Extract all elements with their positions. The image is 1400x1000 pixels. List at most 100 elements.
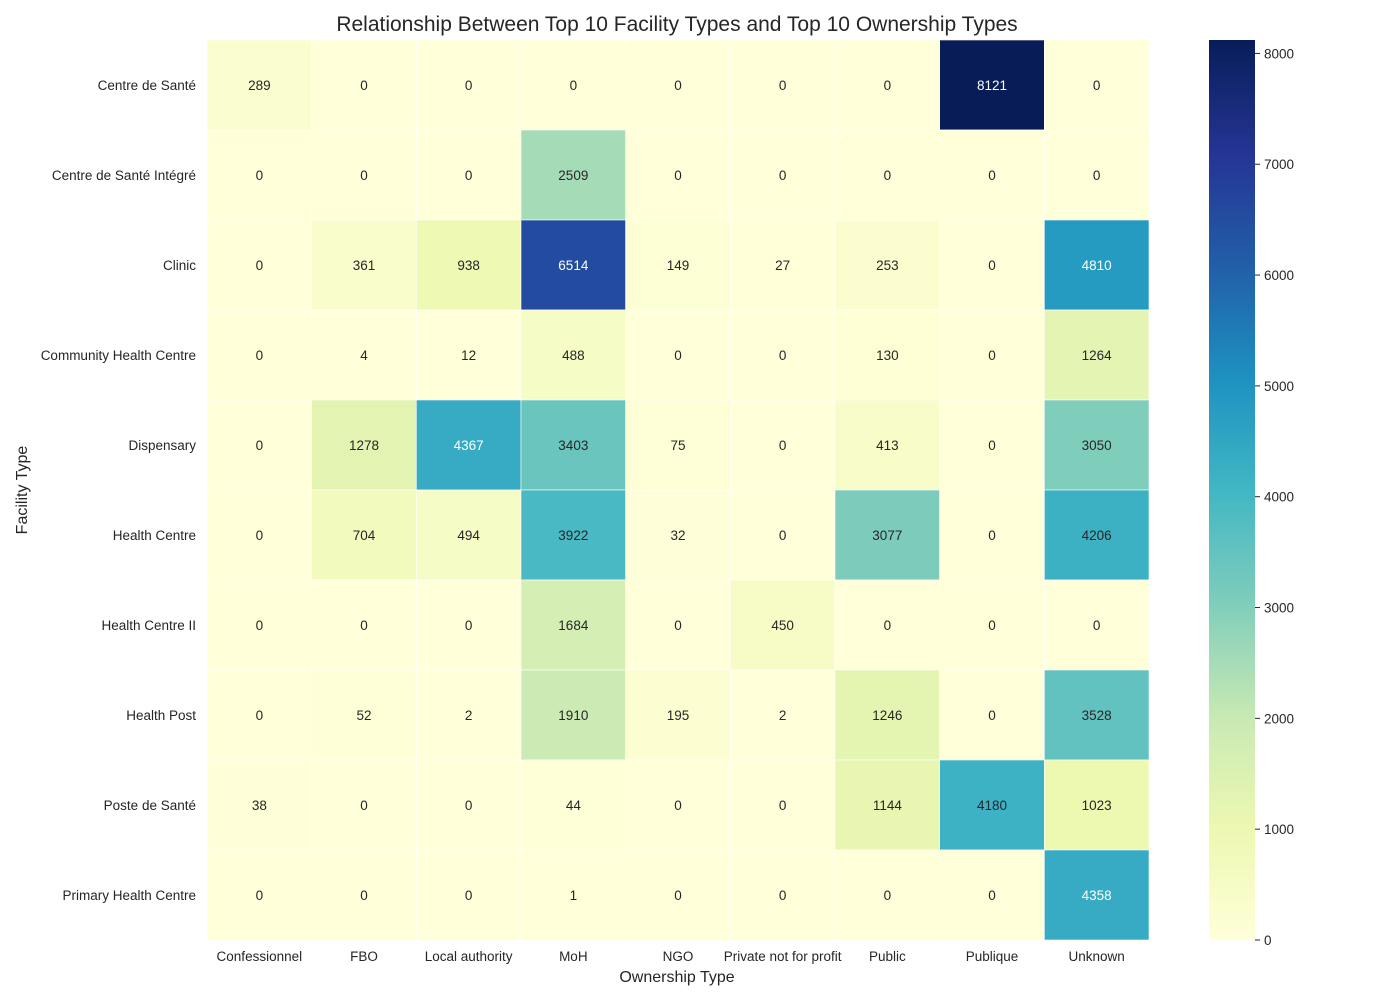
heatmap-cell	[206, 489, 312, 581]
cell-value-label: 1144	[873, 798, 903, 813]
heatmap-cell	[1044, 129, 1150, 221]
y-tick-label: Dispensary	[128, 438, 196, 453]
cell-value-label: 361	[353, 258, 376, 273]
cell-value-label: 0	[256, 888, 264, 903]
heatmap-cell	[311, 39, 417, 131]
heatmap-cell	[520, 489, 626, 581]
colorbar-tick-label: 5000	[1264, 379, 1294, 394]
cell-value-label: 4	[360, 348, 368, 363]
heatmap-cell	[834, 759, 940, 851]
heatmap-cell	[311, 579, 417, 671]
heatmap-cell	[939, 669, 1045, 761]
cell-value-label: 289	[248, 78, 271, 93]
y-tick-label: Health Post	[126, 708, 196, 723]
heatmap-cell	[939, 849, 1045, 941]
heatmap-cells: 289 0 0 0 0 0 0 8121 00 0 0 2509 0 0 0 0 00 361 938 6514 149…	[206, 39, 1150, 941]
heatmap-cell	[311, 309, 417, 401]
cell-value-label: 0	[988, 438, 996, 453]
cell-value-label: 0	[779, 888, 787, 903]
cell-value-label: 0	[465, 78, 473, 93]
y-tick-label: Primary Health Centre	[62, 888, 196, 903]
cell-value-label: 0	[570, 78, 578, 93]
cell-value-label: 195	[667, 708, 690, 723]
heatmap-cell	[939, 39, 1045, 131]
y-tick-label: Poste de Santé	[104, 798, 196, 813]
heatmap-cell	[206, 579, 312, 671]
colorbar-tick-label: 8000	[1264, 46, 1294, 61]
heatmap-cell	[730, 129, 836, 221]
heatmap-cell	[625, 669, 731, 761]
heatmap-cell	[520, 759, 626, 851]
cell-value-label: 1	[570, 888, 578, 903]
x-tick-label: Confessionnel	[217, 949, 303, 964]
heatmap-cell	[939, 129, 1045, 221]
x-axis-label: Ownership Type	[619, 969, 734, 986]
cell-value-label: 2509	[558, 168, 588, 183]
heatmap-cell	[939, 399, 1045, 491]
cell-value-label: 3403	[558, 438, 588, 453]
y-tick-label: Centre de Santé	[98, 78, 196, 93]
cell-value-label: 8121	[977, 78, 1007, 93]
cell-value-label: 3077	[872, 528, 902, 543]
cell-value-label: 0	[988, 348, 996, 363]
cell-value-label: 0	[1093, 168, 1101, 183]
cell-value-label: 0	[465, 618, 473, 633]
heatmap-cell	[206, 759, 312, 851]
colorbar-gradient	[1209, 40, 1255, 940]
heatmap-cell	[730, 399, 836, 491]
cell-value-label: 1910	[558, 708, 588, 723]
colorbar-tick-label: 0	[1264, 933, 1272, 948]
cell-value-label: 2	[465, 708, 473, 723]
cell-value-label: 32	[670, 528, 685, 543]
cell-value-label: 0	[779, 348, 787, 363]
heatmap-cell	[939, 489, 1045, 581]
x-tick-label: Local authority	[425, 949, 513, 964]
heatmap-cell	[939, 579, 1045, 671]
heatmap-cell	[834, 849, 940, 941]
heatmap-cell	[416, 849, 522, 941]
cell-value-label: 0	[988, 168, 996, 183]
cell-value-label: 0	[884, 168, 892, 183]
y-tick-label: Clinic	[163, 258, 196, 273]
heatmap-cell	[520, 669, 626, 761]
heatmap-cell	[520, 129, 626, 221]
cell-value-label: 1278	[349, 438, 379, 453]
x-tick-label: FBO	[350, 949, 378, 964]
heatmap-cell	[416, 129, 522, 221]
heatmap-cell	[311, 489, 417, 581]
heatmap-cell	[939, 309, 1045, 401]
colorbar: 0 1000 2000 3000 4000 5000 6000 7000 8000	[1209, 40, 1294, 948]
heatmap-cell	[416, 669, 522, 761]
cell-value-label: 4367	[454, 438, 484, 453]
cell-value-label: 0	[674, 798, 682, 813]
heatmap-cell	[416, 399, 522, 491]
cell-value-label: 52	[356, 708, 371, 723]
cell-value-label: 0	[360, 168, 368, 183]
heatmap-cell	[625, 579, 731, 671]
cell-value-label: 2	[779, 708, 787, 723]
cell-value-label: 704	[353, 528, 376, 543]
heatmap-cell	[206, 849, 312, 941]
cell-value-label: 0	[674, 78, 682, 93]
cell-value-label: 0	[779, 438, 787, 453]
cell-value-label: 1246	[872, 708, 902, 723]
y-tick-label: Health Centre II	[101, 618, 196, 633]
heatmap-cell	[834, 39, 940, 131]
cell-value-label: 0	[884, 618, 892, 633]
colorbar-tick-label: 1000	[1264, 822, 1294, 837]
heatmap-cell	[520, 849, 626, 941]
cell-value-label: 0	[988, 708, 996, 723]
y-axis-label: Facility Type	[14, 446, 31, 535]
heatmap-cell	[206, 219, 312, 311]
y-tick-label: Health Centre	[113, 528, 196, 543]
x-axis-ticks: Confessionnel FBO Local authority MoH NGO Pri…	[217, 949, 1125, 964]
cell-value-label: 0	[465, 168, 473, 183]
cell-value-label: 0	[256, 438, 264, 453]
cell-value-label: 3922	[558, 528, 588, 543]
heatmap-cell	[416, 489, 522, 581]
cell-value-label: 0	[779, 798, 787, 813]
cell-value-label: 0	[988, 528, 996, 543]
heatmap-cell	[834, 309, 940, 401]
heatmap-cell	[206, 309, 312, 401]
